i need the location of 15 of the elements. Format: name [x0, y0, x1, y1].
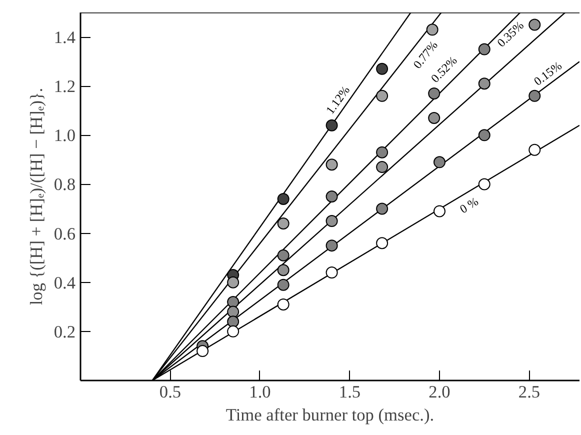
- x-axis-title: Time after burner top (msec.).: [226, 406, 434, 424]
- x-tick-label: 1.0: [249, 382, 271, 402]
- y-tick-label: 0.4: [54, 273, 76, 292]
- y-tick-label: 1.4: [54, 28, 76, 48]
- x-tick-label: 2.0: [428, 382, 450, 402]
- y-tick-label: 0.6: [54, 224, 76, 244]
- x-tick-label: 0.5: [159, 382, 182, 402]
- y-tick-label: 0.8: [54, 175, 76, 194]
- y-tick-label: 0.2: [54, 322, 76, 342]
- text: 0 %: [457, 194, 481, 216]
- y-tick-label: 1.2: [54, 77, 76, 96]
- y-axis-title: log {([H] + [H]ₑ)/([H] − [H]ₑ)}.: [26, 88, 46, 306]
- x-tick-label: 2.5: [518, 382, 540, 402]
- x-tick-label: 1.5: [338, 382, 361, 402]
- y-tick-label: 1.0: [54, 126, 76, 146]
